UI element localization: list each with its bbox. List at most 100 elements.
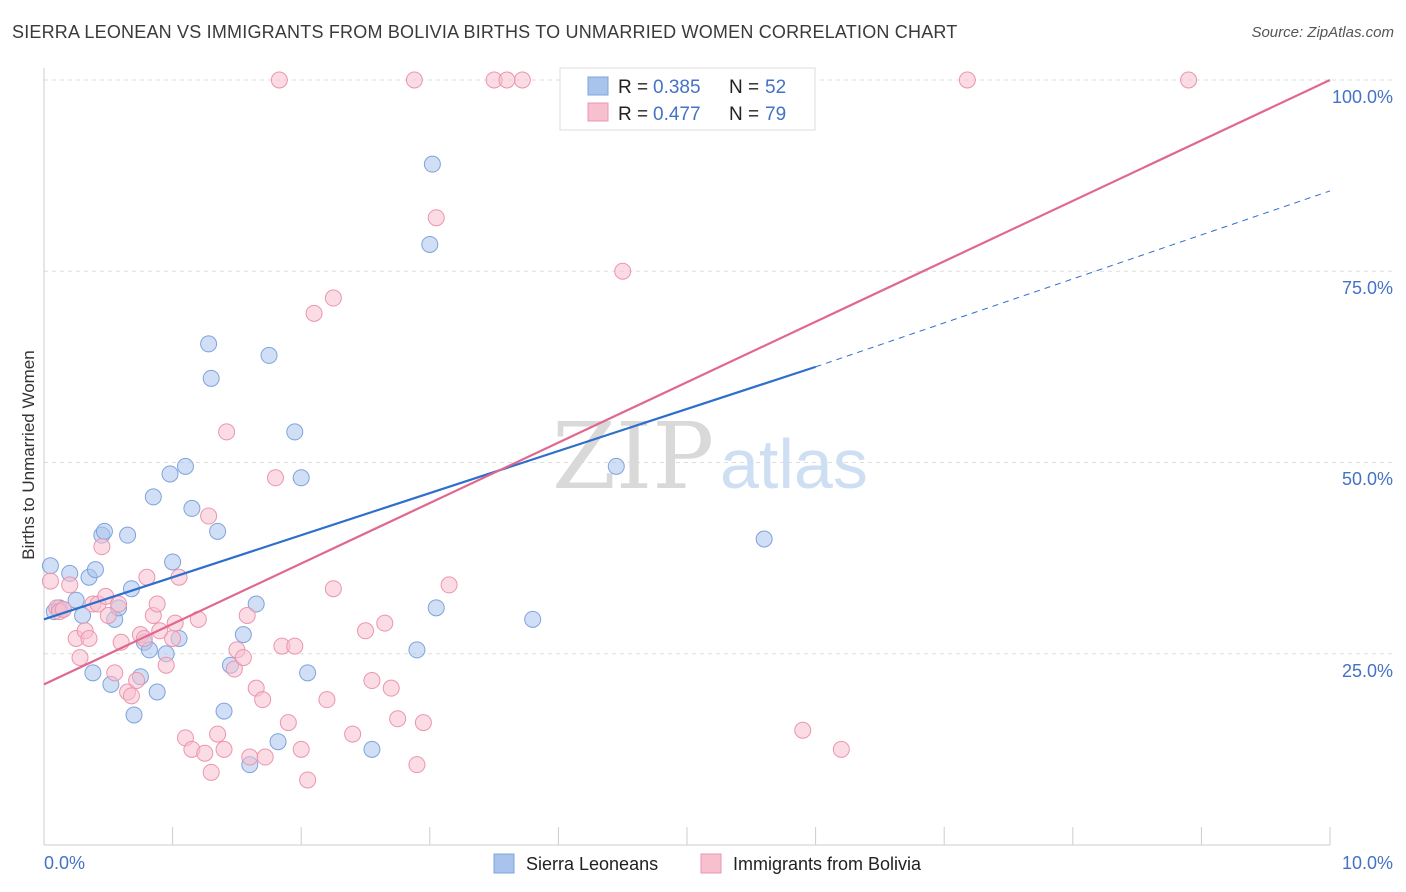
- sierra-leonean-point-34: [234, 626, 252, 644]
- sierra-leonean-point-9: [86, 561, 104, 579]
- bolivia-point-4: [61, 576, 79, 594]
- sierra-leonean-point-41: [299, 664, 317, 682]
- bolivia-point-14: [106, 664, 124, 682]
- bolivia-point-53: [305, 304, 323, 322]
- sierra-leonean-point-38: [269, 733, 287, 751]
- points-layer: [41, 71, 1198, 789]
- legend-n-value-2: 79: [765, 104, 786, 125]
- legend-swatch-bolivia: [587, 102, 609, 122]
- y-axis-title: Births to Unmarried Women: [19, 350, 38, 559]
- chart-title: SIERRA LEONEAN VS IMMIGRANTS FROM BOLIVI…: [12, 22, 958, 42]
- bottom-legend-label-sierra-leoneans: Sierra Leoneans: [526, 854, 658, 874]
- bolivia-point-70: [513, 71, 531, 89]
- sierra-leonean-point-32: [215, 702, 233, 720]
- bolivia-point-8: [80, 629, 98, 647]
- bolivia-point-55: [324, 289, 342, 307]
- bolivia-point-78: [498, 71, 516, 89]
- bottom-legend-swatch-bolivia: [700, 853, 722, 874]
- bolivia-point-38: [218, 423, 236, 441]
- bottom-legend-label-bolivia: Immigrants from Bolivia: [733, 854, 922, 874]
- bolivia-point-39: [225, 660, 243, 678]
- sierra-leonean-point-37: [260, 346, 278, 364]
- bolivia-point-49: [279, 714, 297, 732]
- x-tick-label-min: 0.0%: [44, 853, 85, 873]
- legend-r-value-1: 0.385: [653, 77, 701, 98]
- bolivia-point-66: [440, 576, 458, 594]
- sierra-leonean-point-22: [148, 683, 166, 701]
- watermark-zip: ZIP: [552, 403, 714, 510]
- bolivia-point-13: [99, 607, 117, 624]
- legend-r-label-2: R =: [618, 104, 648, 125]
- bolivia-point-76: [958, 71, 976, 89]
- sierra-leonean-point-43: [408, 641, 426, 659]
- bolivia-point-19: [128, 672, 146, 690]
- bolivia-point-65: [427, 209, 445, 227]
- legend-n-label-2: N =: [729, 104, 759, 125]
- bolivia-point-6: [71, 649, 89, 667]
- legend-r-value-2: 0.477: [653, 104, 701, 125]
- watermark-atlas: atlas: [720, 425, 868, 503]
- sierra-leonean-point-24: [161, 465, 179, 483]
- bolivia-point-37: [215, 740, 233, 758]
- bolivia-point-41: [234, 649, 252, 667]
- y-tick-label-75: 75.0%: [1342, 278, 1393, 298]
- bolivia-point-58: [357, 622, 374, 640]
- bolivia-point-59: [363, 672, 381, 690]
- legend-n-label-1: N =: [729, 77, 759, 98]
- bolivia-point-21: [135, 629, 153, 647]
- x-tick-label-max: 10.0%: [1342, 853, 1393, 873]
- y-tick-label-50: 50.0%: [1342, 469, 1393, 489]
- bolivia-point-47: [266, 469, 284, 487]
- sierra-leonean-point-8: [84, 664, 102, 682]
- sierra-leonean-point-0: [41, 557, 59, 575]
- legend-swatch-sierra-leoneans: [587, 76, 609, 96]
- bolivia-point-24: [148, 595, 166, 613]
- bolivia-point-67: [270, 71, 288, 89]
- bolivia-point-63: [408, 756, 426, 774]
- bolivia-point-33: [196, 744, 214, 762]
- sierra-leonean-point-47: [524, 610, 542, 628]
- sierra-leonean-point-40: [292, 469, 310, 487]
- bolivia-point-62: [389, 710, 407, 728]
- bolivia-point-42: [238, 607, 256, 624]
- bolivia-point-60: [376, 614, 394, 632]
- bolivia-point-11: [93, 538, 111, 556]
- sierra-leonean-point-21: [144, 488, 162, 506]
- legend-r-label-1: R =: [618, 77, 648, 98]
- sierra-leonean-trend-line: [43, 365, 816, 621]
- sierra-leonean-point-44: [421, 235, 439, 253]
- sierra-leonean-point-42: [363, 740, 381, 758]
- sierra-leonean-point-39: [286, 423, 304, 441]
- bolivia-point-36: [209, 725, 227, 743]
- y-tick-label-25: 25.0%: [1342, 661, 1393, 681]
- sierra-leonean-trend-extension: [815, 190, 1331, 368]
- bolivia-point-50: [286, 637, 304, 655]
- bolivia-point-34: [200, 507, 218, 525]
- sierra-leonean-point-36: [247, 595, 265, 613]
- bolivia-point-61: [382, 679, 400, 697]
- bolivia-point-52: [299, 771, 317, 789]
- bolivia-point-0: [41, 572, 59, 590]
- bolivia-point-27: [164, 629, 182, 647]
- sierra-leonean-point-51: [755, 530, 773, 548]
- bolivia-point-35: [202, 763, 220, 781]
- trend-layer: [43, 79, 1331, 686]
- axes-layer: [43, 68, 1331, 846]
- series-legend: Sierra Leoneans Immigrants from Bolivia: [493, 853, 922, 874]
- source-label: Source: ZipAtlas.com: [1251, 24, 1394, 41]
- sierra-leonean-point-29: [200, 335, 218, 353]
- watermark: ZIP atlas: [552, 403, 868, 510]
- bolivia-point-46: [256, 748, 274, 766]
- bolivia-point-51: [292, 740, 310, 758]
- y-tick-label-100: 100.0%: [1332, 87, 1393, 107]
- sierra-leonean-point-46: [427, 599, 445, 617]
- sierra-leonean-point-27: [176, 457, 194, 475]
- bolivia-point-68: [405, 71, 423, 89]
- bolivia-trend-line: [43, 79, 1331, 686]
- sierra-leonean-point-15: [119, 526, 137, 544]
- bolivia-point-26: [157, 656, 175, 674]
- sierra-leonean-point-25: [164, 553, 182, 571]
- bolivia-point-43: [241, 748, 259, 766]
- sierra-leonean-point-17: [125, 706, 143, 724]
- bolivia-point-64: [414, 714, 432, 732]
